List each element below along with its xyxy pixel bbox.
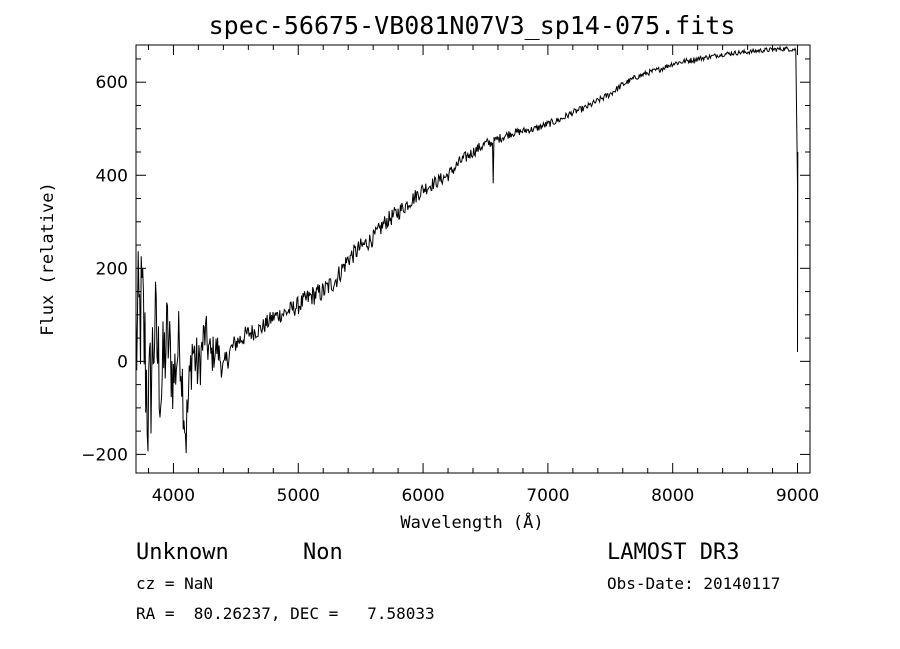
spectrum-line — [135, 45, 799, 454]
coordinates: RA = 80.26237, DEC = 7.58033 — [136, 604, 435, 623]
y-tick-label: 0 — [117, 352, 128, 372]
y-tick-label: 600 — [96, 73, 128, 93]
object-class: Unknown — [136, 540, 229, 565]
object-subclass: Non — [303, 540, 343, 565]
y-tick-label: 400 — [96, 166, 128, 186]
x-tick-label: 9000 — [776, 486, 819, 506]
chart-title: spec-56675-VB081N07V3_sp14-075.fits — [209, 11, 736, 40]
observation-date: Obs-Date: 20140117 — [607, 574, 780, 593]
y-tick-label: 200 — [96, 259, 128, 279]
y-tick-label: −200 — [81, 445, 128, 465]
x-axis-label: Wavelength (Å) — [400, 511, 543, 533]
x-tick-label: 6000 — [401, 486, 444, 506]
x-tick-label: 8000 — [651, 486, 694, 506]
plot-frame — [135, 44, 811, 474]
x-tick-label: 4000 — [152, 486, 195, 506]
axis-ticks — [136, 45, 810, 473]
x-tick-labels: 4000 5000 6000 7000 8000 9000 — [152, 486, 819, 506]
y-tick-labels: −200 0 200 400 600 — [81, 73, 128, 465]
redshift-cz: cz = NaN — [136, 574, 213, 593]
x-tick-label: 5000 — [277, 486, 320, 506]
y-axis-label: Flux (relative) — [38, 182, 58, 336]
survey-name: LAMOST DR3 — [607, 540, 739, 565]
x-tick-label: 7000 — [526, 486, 569, 506]
